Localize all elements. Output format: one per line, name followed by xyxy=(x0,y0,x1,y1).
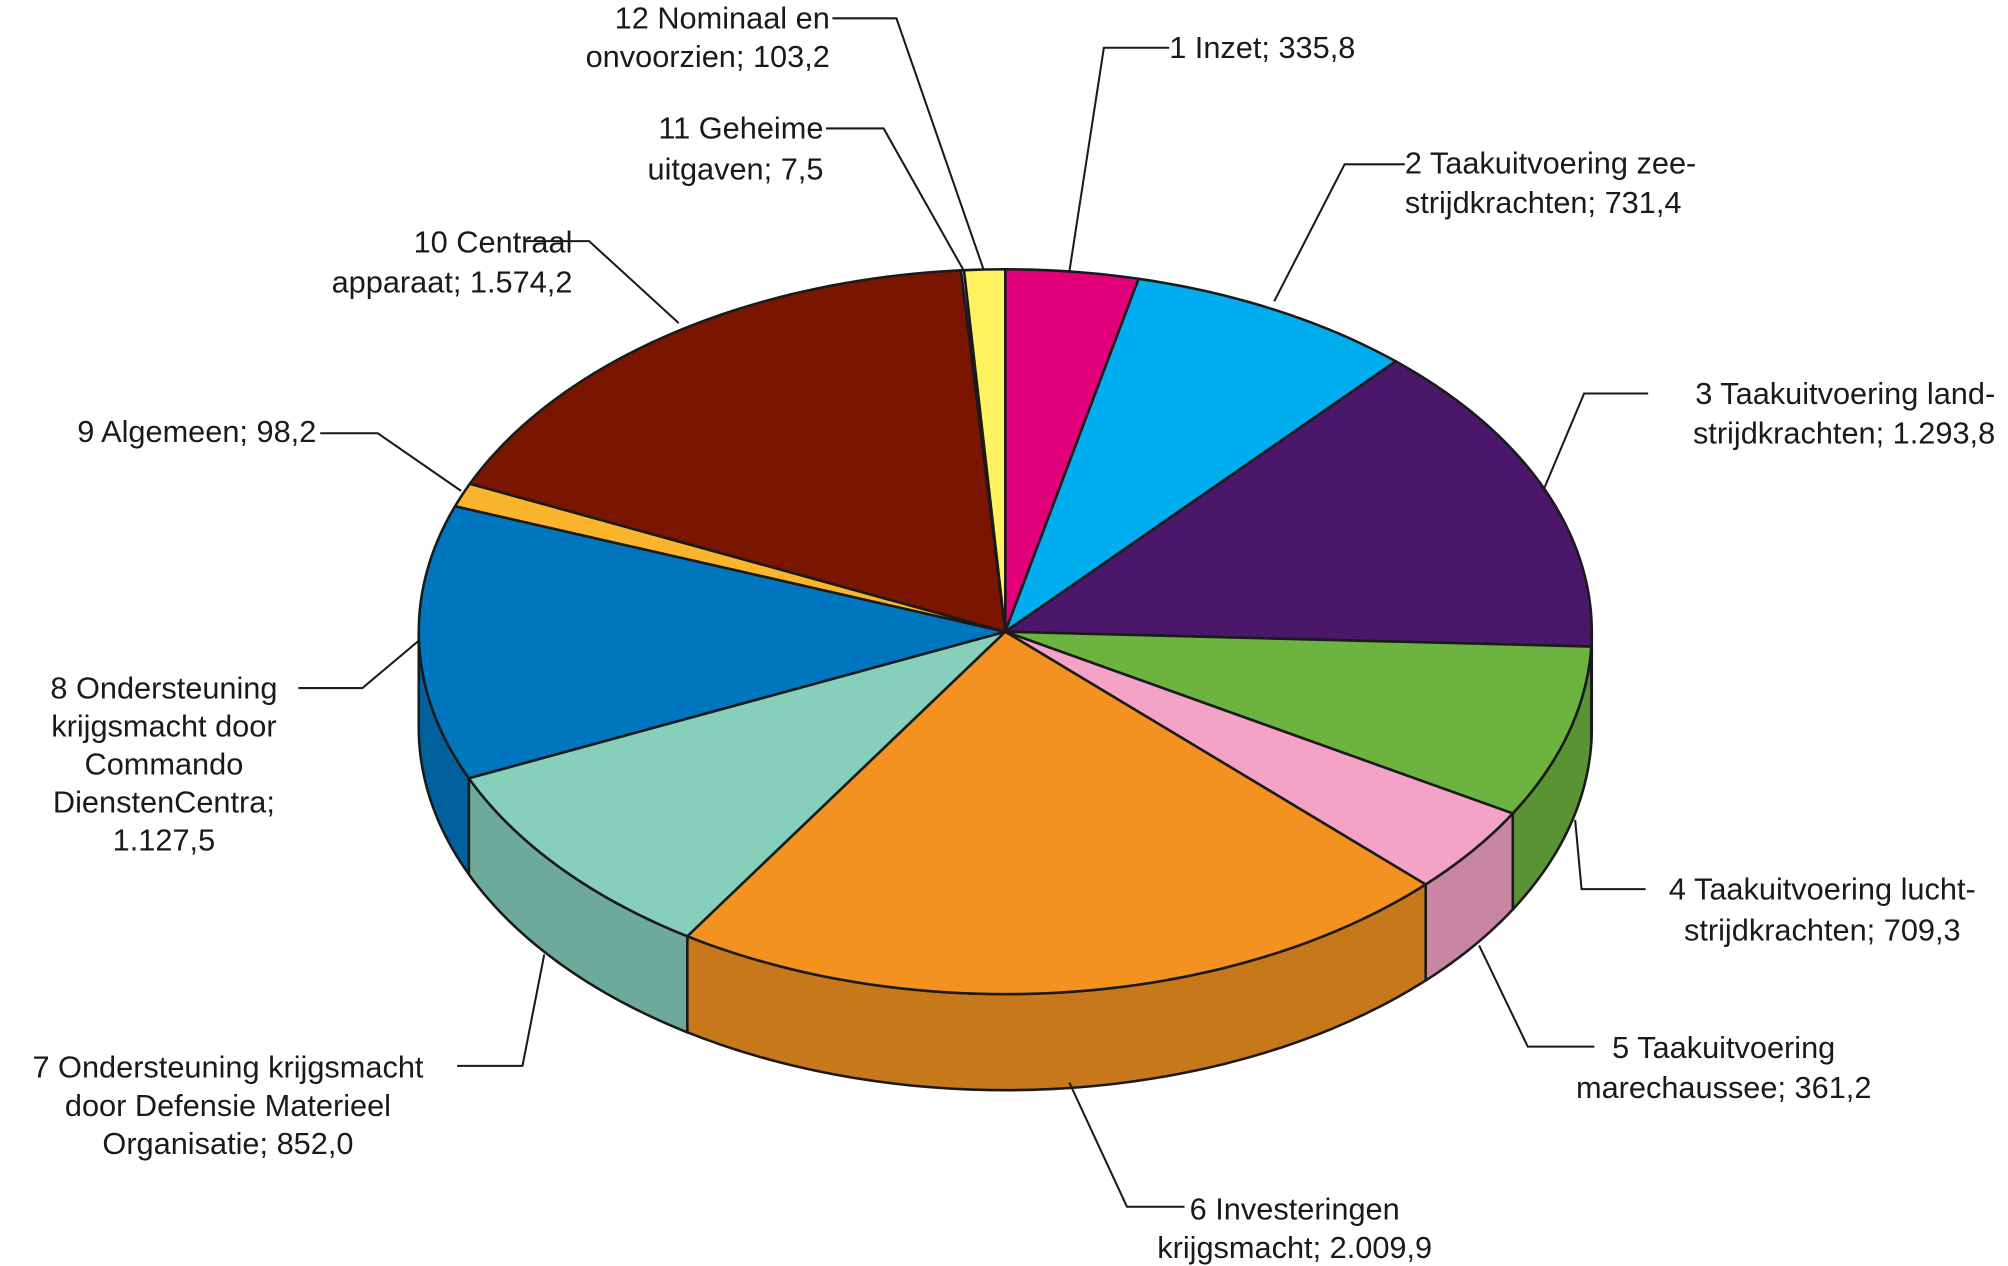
data-label-6: 6 Investeringen krijgsmacht; 2.009,9 xyxy=(1157,1192,1432,1265)
data-label-line: 1.127,5 xyxy=(113,822,216,857)
data-label-7: 7 Ondersteuning krijgsmacht door Defensie… xyxy=(32,1049,423,1161)
leader-line-8 xyxy=(298,639,420,690)
slice-labels: 1 Inzet; 335,8 2 Taakuitvoering zee-strij… xyxy=(32,1,1995,1265)
data-label-line: 11 Geheime xyxy=(658,111,823,146)
leader-line-6 xyxy=(1068,1082,1185,1208)
data-label-line: 7 Ondersteuning krijgsmacht xyxy=(32,1049,423,1084)
slice-10[interactable] xyxy=(468,269,1007,633)
data-label-line: strijdkrachten; 731,4 xyxy=(1405,185,1682,220)
data-label-5: 5 Taakuitvoering marechaussee; 361,2 xyxy=(1576,1030,1871,1105)
data-label-line: 9 Algemeen; 98,2 xyxy=(77,414,316,449)
data-label-line: Organisatie; 852,0 xyxy=(102,1126,353,1161)
data-label-line: 3 Taakuitvoering land- xyxy=(1695,376,1995,411)
slice-2[interactable] xyxy=(1004,277,1398,633)
slice-8[interactable] xyxy=(417,504,1007,780)
data-label-line: krijgsmacht; 2.009,9 xyxy=(1157,1230,1432,1265)
data-label-line: 10 Centraal xyxy=(414,225,573,260)
data-label-9: 9 Algemeen; 98,2 xyxy=(77,414,316,449)
leader-line-9 xyxy=(320,432,462,492)
leader-line-2 xyxy=(1273,163,1405,302)
data-label-12: 12 Nominaal en onvoorzien; 103,2 xyxy=(586,1,830,74)
data-label-line: Commando xyxy=(85,746,244,781)
data-label-line: 5 Taakuitvoering xyxy=(1612,1030,1835,1065)
pie-side-walls xyxy=(417,630,1594,1092)
leader-line-5 xyxy=(1478,945,1595,1048)
data-label-line: 8 Ondersteuning xyxy=(50,670,277,705)
slice-6[interactable] xyxy=(686,630,1427,996)
data-label-4: 4 Taakuitvoering lucht-strijdkrachten; 7… xyxy=(1669,871,1976,947)
slice-5[interactable] xyxy=(1004,630,1515,886)
leader-line-12 xyxy=(832,17,985,270)
data-label-line: 12 Nominaal en xyxy=(615,1,830,36)
slice-3[interactable] xyxy=(1004,360,1594,648)
leader-line-3 xyxy=(1542,392,1649,492)
data-label-line: uitgaven; 7,5 xyxy=(648,152,824,187)
data-label-3: 3 Taakuitvoering land-strijdkrachten; 1.… xyxy=(1693,376,1995,451)
data-label-line: door Defensie Materieel xyxy=(65,1088,391,1123)
data-label-1: 1 Inzet; 335,8 xyxy=(1169,30,1355,65)
pie-slices xyxy=(417,268,1594,996)
slice-12[interactable] xyxy=(962,268,1007,633)
slice-4[interactable] xyxy=(1004,630,1593,815)
data-label-line: strijdkrachten; 709,3 xyxy=(1684,912,1961,947)
data-label-line: onvoorzien; 103,2 xyxy=(586,39,830,74)
data-label-line: 1 Inzet; 335,8 xyxy=(1169,30,1355,65)
data-label-line: apparaat; 1.574,2 xyxy=(332,264,573,299)
leader-line-7 xyxy=(457,954,546,1067)
data-label-2: 2 Taakuitvoering zee-strijdkrachten; 731… xyxy=(1405,145,1696,220)
data-label-line: 4 Taakuitvoering lucht- xyxy=(1669,871,1976,906)
data-label-line: 6 Investeringen xyxy=(1190,1192,1400,1227)
leader-line-4 xyxy=(1574,819,1646,891)
data-label-line: strijdkrachten; 1.293,8 xyxy=(1693,415,1995,450)
data-label-10: 10 Centraal apparaat; 1.574,2 xyxy=(332,225,573,300)
data-label-line: marechaussee; 361,2 xyxy=(1576,1070,1871,1105)
data-label-line: DienstenCentra; xyxy=(53,784,275,819)
data-label-8: 8 Ondersteuning krijgsmacht door Commando D… xyxy=(50,670,277,857)
data-label-11: 11 Geheime uitgaven; 7,5 xyxy=(648,111,824,187)
data-label-line: krijgsmacht door xyxy=(51,708,276,743)
slice-7[interactable] xyxy=(467,630,1007,938)
leader-line-1 xyxy=(1068,46,1170,273)
leader-line-11 xyxy=(825,127,964,270)
data-label-line: 2 Taakuitvoering zee- xyxy=(1405,145,1696,180)
leader-line-10 xyxy=(525,240,680,324)
